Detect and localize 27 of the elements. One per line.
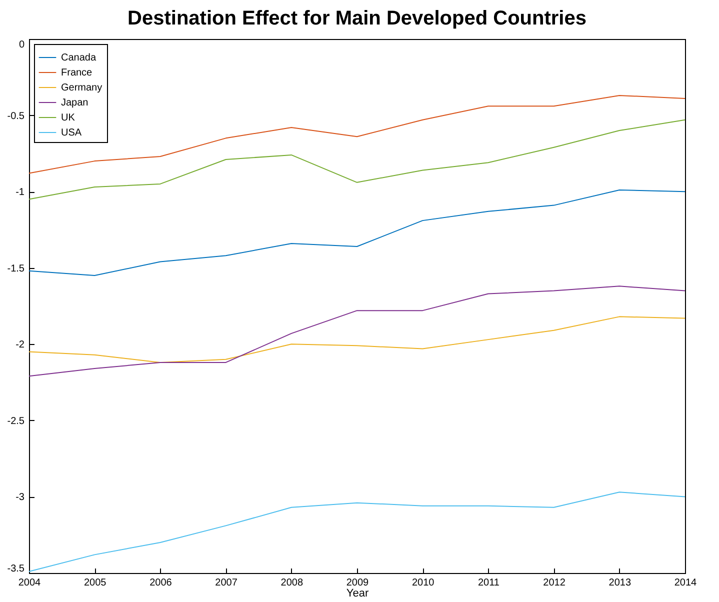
x-tick-label: 2005: [84, 578, 107, 588]
legend-label: France: [61, 68, 93, 78]
legend-label: USA: [61, 128, 82, 138]
x-tick-label: 2004: [18, 578, 42, 588]
x-tick-label: 2010: [412, 578, 435, 588]
y-tick-label: -2: [16, 340, 25, 351]
y-tick-label: -1: [16, 187, 25, 198]
x-tick-label: 2009: [346, 578, 370, 588]
x-tick-label: 2011: [478, 578, 500, 588]
x-tick-label: 2012: [543, 578, 566, 588]
legend-label: Germany: [61, 82, 102, 94]
legend-label: UK: [61, 112, 76, 124]
x-tick-label: 2007: [215, 578, 238, 588]
y-tick-label: -2.5: [7, 416, 25, 427]
x-tick-label: 2008: [280, 578, 304, 588]
x-axis-title: Year: [346, 588, 369, 600]
x-tick-label: 2013: [608, 578, 632, 588]
x-tick-label: 2014: [674, 578, 698, 588]
y-tick-label: -1.5: [7, 263, 25, 274]
y-tick-label: -3.5: [7, 564, 25, 574]
chart-title: Destination Effect for Main Developed Countries: [128, 8, 586, 30]
legend-label: Canada: [61, 52, 96, 64]
y-tick-label: -0.5: [7, 110, 25, 122]
y-tick-label: 0: [18, 40, 25, 50]
y-tick-label: -3: [16, 492, 25, 504]
legend-label: Japan: [61, 98, 88, 108]
x-tick-label: 2006: [150, 578, 172, 588]
